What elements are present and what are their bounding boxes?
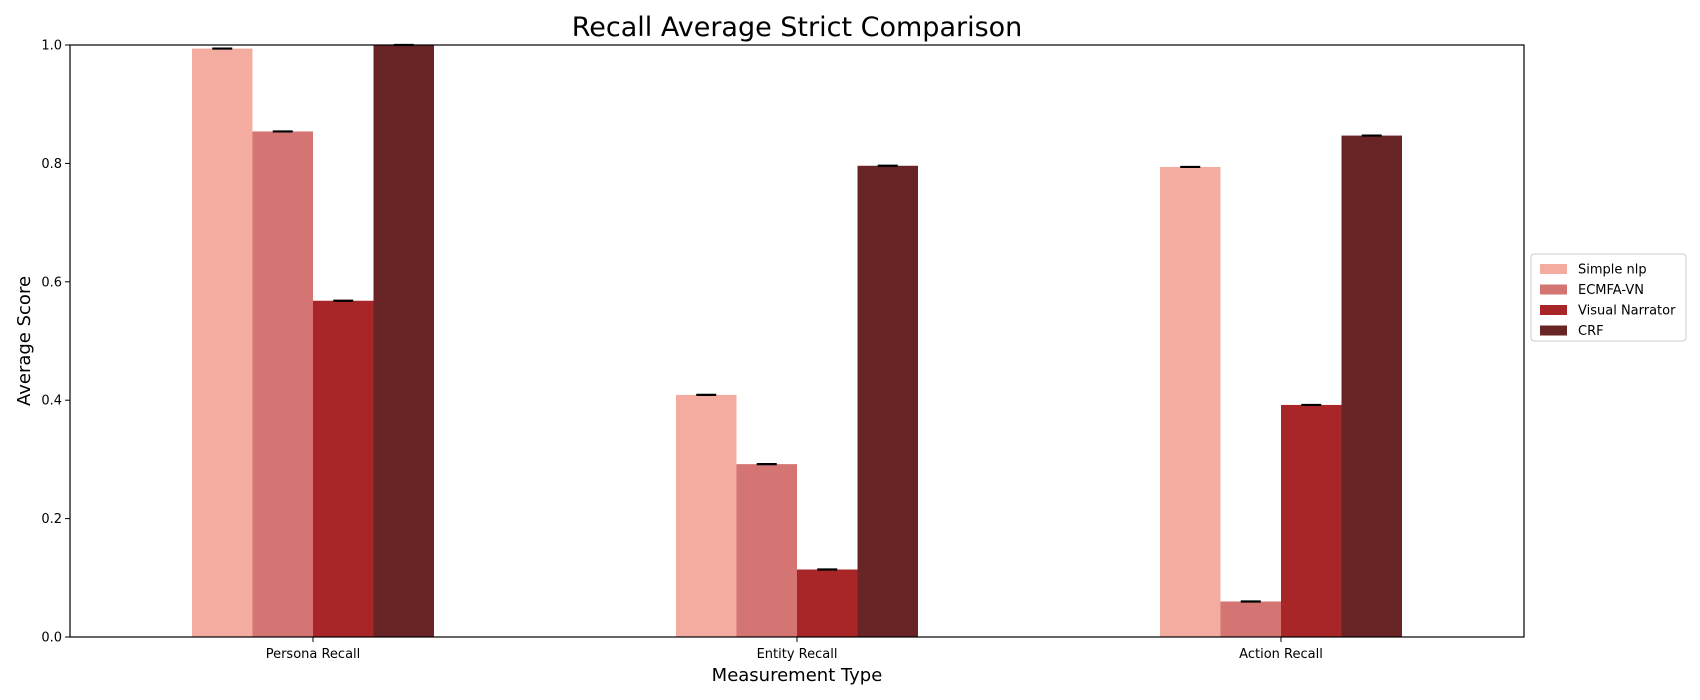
x-tick-label: Persona Recall bbox=[266, 647, 361, 662]
bar-visual-narrator-action-recall bbox=[1281, 404, 1342, 637]
y-tick-label: 1.0 bbox=[41, 39, 62, 54]
y-tick-label: 0.0 bbox=[41, 631, 62, 646]
bar-ecmfa-vn-entity-recall bbox=[736, 464, 797, 637]
bar-crf-persona-recall bbox=[373, 45, 434, 637]
bars-layer bbox=[192, 45, 1402, 638]
legend-swatch bbox=[1540, 264, 1567, 274]
x-axis-label: Measurement Type bbox=[712, 665, 883, 686]
x-axis: Persona Recall Entity Recall Action Recall bbox=[266, 637, 1323, 662]
y-axis-label: Average Score bbox=[14, 276, 35, 406]
bar-simple-nlp-action-recall bbox=[1160, 166, 1221, 637]
legend-swatch bbox=[1540, 305, 1567, 315]
y-tick-label: 0.6 bbox=[41, 275, 62, 290]
bar-visual-narrator-entity-recall bbox=[797, 569, 858, 637]
y-tick-label: 0.4 bbox=[41, 394, 62, 409]
legend-swatch bbox=[1540, 325, 1567, 336]
y-axis: 0.0 0.2 0.4 0.6 0.8 1.0 bbox=[41, 39, 70, 646]
legend: Simple nlp ECMFA-VN Visual Narrator CRF bbox=[1530, 253, 1687, 342]
y-tick-label: 0.8 bbox=[41, 157, 62, 172]
chart-title: Recall Average Strict Comparison bbox=[572, 12, 1023, 43]
legend-label: ECMFA-VN bbox=[1578, 283, 1644, 298]
bar-simple-nlp-entity-recall bbox=[676, 394, 737, 637]
bar-visual-narrator-persona-recall bbox=[313, 300, 374, 637]
legend-swatch bbox=[1540, 284, 1567, 295]
bar-crf-action-recall bbox=[1341, 135, 1402, 637]
legend-label: Visual Narrator bbox=[1578, 304, 1676, 319]
x-tick-label: Entity Recall bbox=[757, 647, 838, 662]
bar-simple-nlp-persona-recall bbox=[192, 48, 253, 638]
y-tick-label: 0.2 bbox=[41, 512, 62, 527]
legend-frame bbox=[1530, 253, 1687, 342]
legend-label: Simple nlp bbox=[1578, 263, 1647, 278]
bar-ecmfa-vn-action-recall bbox=[1220, 601, 1281, 637]
x-tick-label: Action Recall bbox=[1239, 647, 1323, 662]
bar-ecmfa-vn-persona-recall bbox=[252, 131, 313, 637]
bar-crf-entity-recall bbox=[857, 165, 918, 637]
legend-label: CRF bbox=[1578, 324, 1604, 339]
